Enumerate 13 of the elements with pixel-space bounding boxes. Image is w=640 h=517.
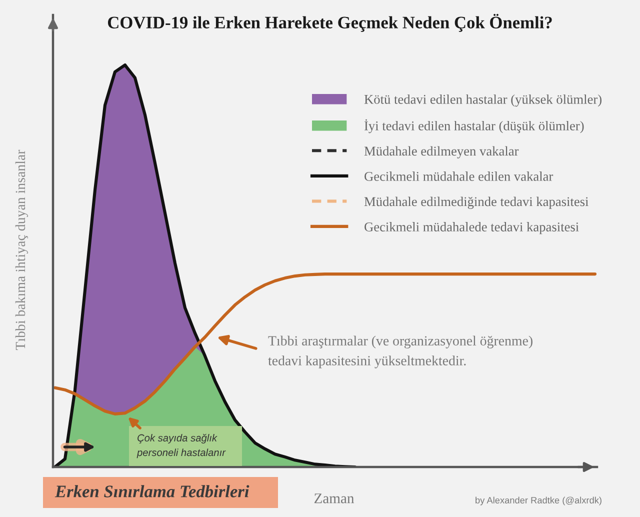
text: Erken Sınırlama Tedbirleri [54,485,250,498]
text: by Alexander Radtke (@alxrdk) [476,496,602,506]
legend-label: Müdahale edilmediğinde tedavi kapasitesi [364,196,588,209]
annotation: Tıbbi araştırmalar (ve organizasyonel öğrenme) tedavi kapasitesini yükseltmektedir. [268,336,532,368]
legend-label: Gecikmeli müdahale edilen vakalar [364,172,554,181]
legend-label: Kötü tedavi edilen hastalar (yüksek ölümler) [364,94,602,107]
y-axis-title: Tıbbi bakıma ihtiyaç duyan insanlar [15,150,28,350]
annotation: Çok sayıda sağlık personeli hastalanır [136,434,226,458]
chart-title: COVID-19 ile Erken Harekete Geçmek Neden Çok Önemli? [108,14,552,32]
legend-label: İyi tedavi edilen hastalar (düşük ölümler) [364,119,584,134]
legend-label: Gecikmeli müdahalede tedavi kapasitesi [364,222,579,234]
legend-label: Müdahale edilmeyen vakalar [364,146,519,158]
x-axis-title: Zaman [314,494,354,504]
